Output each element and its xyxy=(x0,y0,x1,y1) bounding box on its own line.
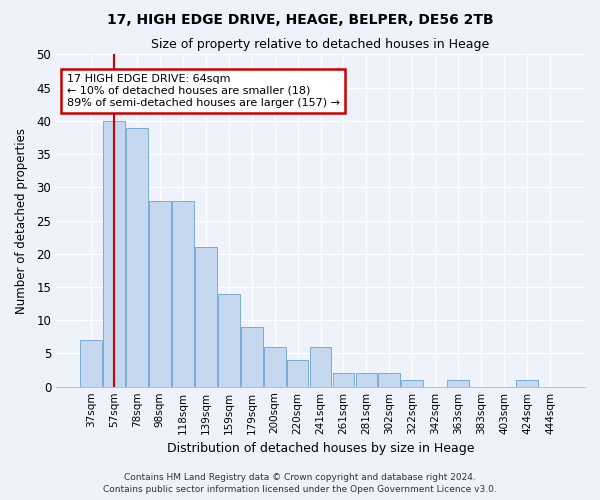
Bar xyxy=(126,128,148,386)
X-axis label: Distribution of detached houses by size in Heage: Distribution of detached houses by size … xyxy=(167,442,474,455)
Bar xyxy=(172,200,194,386)
Text: Contains HM Land Registry data © Crown copyright and database right 2024.
Contai: Contains HM Land Registry data © Crown c… xyxy=(103,473,497,494)
Title: Size of property relative to detached houses in Heage: Size of property relative to detached ho… xyxy=(151,38,490,51)
Bar xyxy=(516,380,538,386)
Bar xyxy=(195,247,217,386)
Bar xyxy=(149,200,171,386)
Bar xyxy=(379,374,400,386)
Bar xyxy=(448,380,469,386)
Bar xyxy=(332,374,355,386)
Bar xyxy=(287,360,308,386)
Bar xyxy=(264,347,286,387)
Y-axis label: Number of detached properties: Number of detached properties xyxy=(15,128,28,314)
Text: 17, HIGH EDGE DRIVE, HEAGE, BELPER, DE56 2TB: 17, HIGH EDGE DRIVE, HEAGE, BELPER, DE56… xyxy=(107,12,493,26)
Bar xyxy=(218,294,239,386)
Text: 17 HIGH EDGE DRIVE: 64sqm
← 10% of detached houses are smaller (18)
89% of semi-: 17 HIGH EDGE DRIVE: 64sqm ← 10% of detac… xyxy=(67,74,340,108)
Bar xyxy=(310,347,331,387)
Bar xyxy=(241,327,263,386)
Bar xyxy=(103,121,125,386)
Bar xyxy=(401,380,423,386)
Bar xyxy=(80,340,102,386)
Bar xyxy=(356,374,377,386)
